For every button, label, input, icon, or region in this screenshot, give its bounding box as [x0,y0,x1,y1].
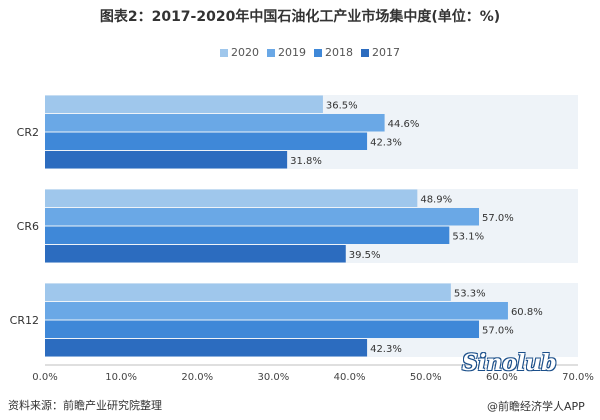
legend-label: 2017 [372,46,400,59]
x-tick-label: 50.0% [410,372,442,383]
bar-CR2-2017 [45,151,288,169]
value-label: 42.3% [370,137,402,148]
bar-CR2-2018 [45,132,368,150]
legend-label: 2020 [231,46,259,59]
legend-label: 2019 [278,46,306,59]
bar-CR6-2019 [45,208,480,226]
category-label-CR12: CR12 [10,314,39,327]
category-label-CR2: CR2 [17,126,39,139]
x-tick-label: 60.0% [486,372,518,383]
chart-legend: 2020 2019 2018 2017 [220,46,400,59]
value-label: 42.3% [370,344,402,355]
value-label: 39.5% [349,250,381,261]
x-tick-label: 30.0% [258,372,290,383]
x-tick-label: 40.0% [334,372,366,383]
value-label: 53.1% [452,231,484,242]
bar-CR2-2020 [45,95,323,113]
sinolub-watermark: Sinolub [462,350,557,376]
legend-item-2017: 2017 [361,46,400,59]
bar-CR12-2017 [45,339,368,357]
value-label: 48.9% [420,194,452,205]
bar-CR12-2019 [45,302,508,320]
bar-CR2-2019 [45,114,385,132]
value-label: 60.8% [511,307,543,318]
x-tick-label: 10.0% [105,372,137,383]
legend-swatch [220,48,228,57]
x-tick-label: 20.0% [181,372,213,383]
x-tick-label: 70.0% [562,372,594,383]
legend-item-2019: 2019 [267,46,306,59]
legend-swatch [314,48,322,57]
chart-title: 图表2：2017-2020年中国石油化工产业市场集中度(单位：%) [99,9,501,25]
value-label: 44.6% [388,119,420,130]
value-label: 36.5% [326,100,358,111]
bar-CR6-2018 [45,226,450,244]
value-label: 31.8% [290,156,322,167]
bar-CR12-2020 [45,283,451,301]
bar-CR6-2017 [45,245,346,263]
app-watermark: @前瞻经济学人APP [487,400,585,413]
bar-CR12-2018 [45,320,480,338]
legend-label: 2018 [325,46,353,59]
legend-swatch [361,48,369,57]
bar-CR6-2020 [45,189,418,207]
value-label: 57.0% [482,213,514,224]
category-label-CR6: CR6 [17,220,39,233]
x-tick-label: 0.0% [32,372,57,383]
legend-item-2020: 2020 [220,46,259,59]
legend-item-2018: 2018 [314,46,353,59]
value-label: 53.3% [454,288,486,299]
value-label: 57.0% [482,325,514,336]
source-note: 资料来源：前瞻产业研究院整理 [8,399,162,412]
legend-swatch [267,48,275,57]
